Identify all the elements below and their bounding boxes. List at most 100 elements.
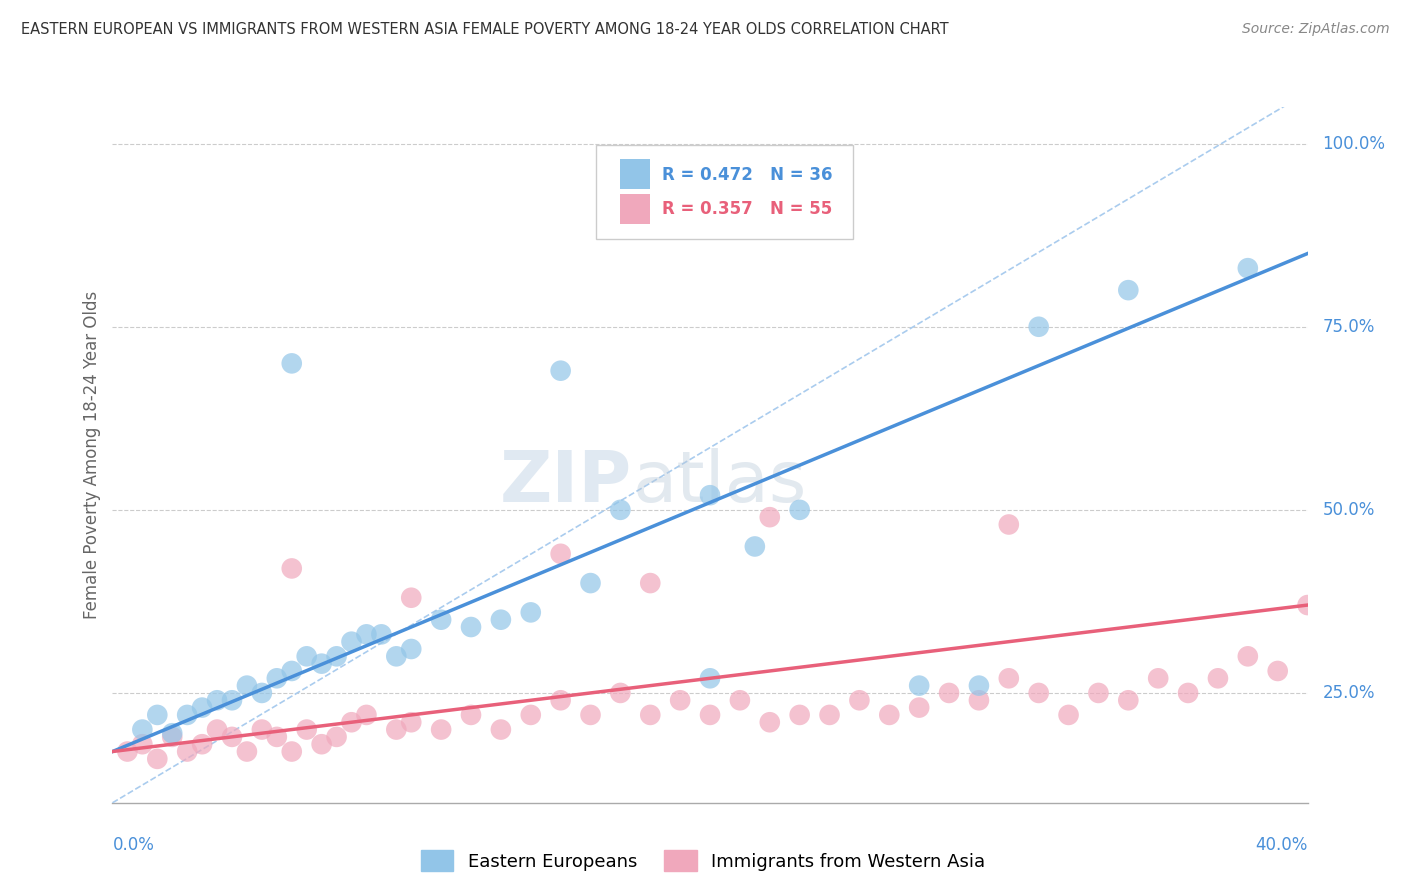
Y-axis label: Female Poverty Among 18-24 Year Olds: Female Poverty Among 18-24 Year Olds (83, 291, 101, 619)
Point (908, 679, 931, 693)
Text: atlas: atlas (633, 449, 807, 517)
Point (1116, 283, 1139, 297)
Point (295, 649, 318, 664)
Point (325, 649, 347, 664)
Point (176, 707, 198, 722)
Point (430, 613, 453, 627)
Text: Source: ZipAtlas.com: Source: ZipAtlas.com (1241, 22, 1389, 37)
Point (759, 715, 782, 730)
Point (311, 657, 333, 671)
Point (385, 649, 408, 664)
Point (281, 745, 304, 759)
Point (579, 707, 602, 722)
Point (146, 752, 169, 766)
Point (967, 679, 990, 693)
Point (728, 693, 751, 707)
Text: 100.0%: 100.0% (1323, 135, 1385, 153)
Point (281, 356, 304, 370)
Point (356, 707, 378, 722)
Point (340, 715, 363, 730)
Legend: Eastern Europeans, Immigrants from Western Asia: Eastern Europeans, Immigrants from Weste… (413, 843, 993, 879)
Point (699, 488, 721, 502)
Point (520, 606, 543, 620)
FancyBboxPatch shape (620, 159, 650, 189)
Point (295, 723, 318, 737)
Point (191, 700, 214, 714)
Point (221, 730, 243, 744)
Point (789, 707, 811, 722)
Point (205, 693, 228, 707)
Point (609, 686, 631, 700)
Point (1087, 686, 1109, 700)
Point (356, 627, 378, 641)
Point (669, 693, 692, 707)
Point (1147, 671, 1170, 685)
Point (520, 707, 543, 722)
Point (370, 627, 392, 641)
Text: ZIP: ZIP (501, 449, 633, 517)
Point (131, 723, 153, 737)
Point (162, 726, 183, 740)
Point (401, 591, 423, 605)
Text: 25.0%: 25.0% (1323, 684, 1375, 702)
Point (1116, 693, 1139, 707)
Point (1028, 319, 1050, 334)
Point (1267, 664, 1289, 678)
Point (550, 547, 572, 561)
Text: R = 0.472   N = 36: R = 0.472 N = 36 (662, 166, 832, 184)
Point (236, 745, 259, 759)
Point (340, 634, 363, 648)
Point (162, 730, 183, 744)
Point (550, 364, 572, 378)
Point (146, 707, 169, 722)
Point (385, 723, 408, 737)
Point (311, 737, 333, 751)
Point (1028, 686, 1050, 700)
Point (430, 723, 453, 737)
Point (818, 707, 841, 722)
Point (236, 679, 259, 693)
Point (191, 737, 214, 751)
Point (401, 642, 423, 657)
Point (460, 707, 482, 722)
Point (848, 693, 870, 707)
Point (489, 613, 512, 627)
Point (281, 561, 304, 575)
Point (1057, 707, 1080, 722)
Point (131, 737, 153, 751)
Point (117, 745, 139, 759)
Point (638, 576, 662, 591)
Point (967, 693, 990, 707)
Point (250, 723, 273, 737)
Point (699, 671, 721, 685)
Point (609, 503, 631, 517)
Text: 75.0%: 75.0% (1323, 318, 1375, 335)
Point (266, 730, 288, 744)
Point (744, 540, 766, 554)
Point (460, 620, 482, 634)
Point (638, 707, 662, 722)
Point (998, 671, 1021, 685)
Point (250, 686, 273, 700)
Text: 40.0%: 40.0% (1256, 836, 1308, 854)
Point (908, 700, 931, 714)
Text: 50.0%: 50.0% (1323, 500, 1375, 519)
Point (221, 693, 243, 707)
Point (325, 730, 347, 744)
Point (938, 686, 960, 700)
Point (176, 745, 198, 759)
Point (1237, 261, 1260, 276)
Text: R = 0.357   N = 55: R = 0.357 N = 55 (662, 201, 832, 219)
Point (699, 707, 721, 722)
Point (550, 693, 572, 707)
Text: EASTERN EUROPEAN VS IMMIGRANTS FROM WESTERN ASIA FEMALE POVERTY AMONG 18-24 YEAR: EASTERN EUROPEAN VS IMMIGRANTS FROM WEST… (21, 22, 949, 37)
Point (401, 715, 423, 730)
FancyBboxPatch shape (620, 194, 650, 224)
Point (789, 503, 811, 517)
Point (281, 664, 304, 678)
Point (998, 517, 1021, 532)
Point (1177, 686, 1199, 700)
Point (205, 723, 228, 737)
Point (266, 671, 288, 685)
Point (1237, 649, 1260, 664)
